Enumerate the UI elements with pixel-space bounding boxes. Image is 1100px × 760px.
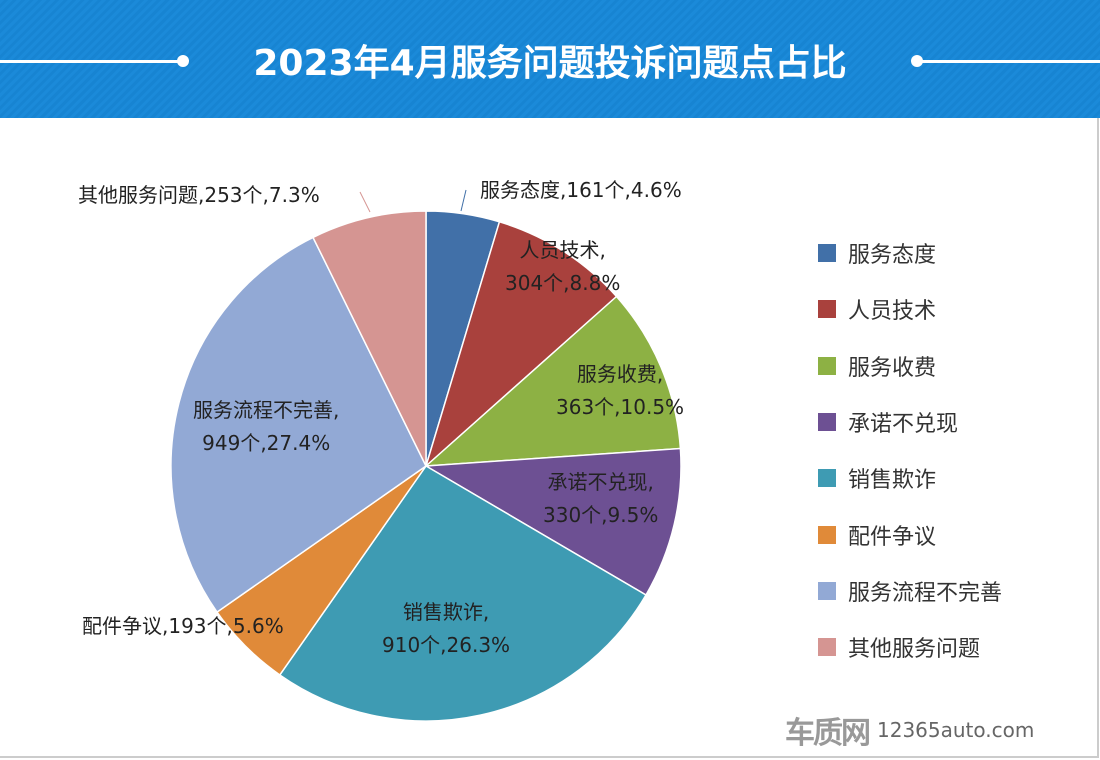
data-label-0: 服务态度,161个,4.6% <box>480 178 682 202</box>
legend-swatch <box>818 244 836 263</box>
legend-label: 服务流程不完善 <box>848 580 1003 606</box>
chart-title: 2023年4月服务问题投诉问题点占比 <box>253 43 847 84</box>
pie-slice-7 <box>312 210 427 467</box>
legend-label: 其他服务问题 <box>848 637 981 663</box>
legend-item-7: 其他服务问题 <box>818 619 1002 675</box>
legend-item-6: 服务流程不完善 <box>818 563 1002 619</box>
data-label-4-name: 销售欺诈, <box>402 600 490 624</box>
data-label-6-value: 949个,27.4% <box>202 431 331 455</box>
pie-slice-3 <box>423 447 682 596</box>
banner-dot-right <box>911 55 923 67</box>
legend-label: 销售欺诈 <box>848 468 937 494</box>
legend-item-2: 服务收费 <box>818 338 1002 394</box>
legend-swatch <box>818 581 836 600</box>
legend-label: 人员技术 <box>848 299 937 325</box>
legend-swatch <box>818 413 836 432</box>
legend-label: 服务态度 <box>848 243 937 269</box>
data-label-5: 配件争议,193个,5.6% <box>82 614 284 638</box>
legend-item-3: 承诺不兑现 <box>818 394 1002 450</box>
data-label-2-value: 363个,10.5% <box>556 395 685 419</box>
legend-item-5: 配件争议 <box>818 506 1002 562</box>
watermark-logo: 车质网 <box>785 716 871 751</box>
data-label-6-name: 服务流程不完善, <box>193 398 340 422</box>
legend-label: 服务收费 <box>848 355 937 381</box>
data-label-1-value: 304个,8.8% <box>505 271 621 295</box>
data-label-3-value: 330个,9.5% <box>543 503 659 527</box>
data-label-6: 服务流程不完善, 949个,27.4% <box>193 394 339 460</box>
data-label-4-value: 910个,26.3% <box>382 633 511 657</box>
pie-slice-2 <box>423 295 682 467</box>
banner-dot-left <box>177 55 189 67</box>
watermark: 车质网 12365auto.com <box>785 708 1034 752</box>
data-label-3-name: 承诺不兑现, <box>547 470 654 494</box>
data-label-2-name: 服务收费, <box>576 362 664 386</box>
data-label-4: 销售欺诈, 910个,26.3% <box>382 596 510 662</box>
legend-label: 配件争议 <box>848 524 937 550</box>
data-label-7: 其他服务问题,253个,7.3% <box>78 183 320 207</box>
data-label-1: 人员技术, 304个,8.8% <box>505 234 620 300</box>
legend-item-1: 人员技术 <box>818 281 1002 337</box>
legend: 服务态度人员技术服务收费承诺不兑现销售欺诈配件争议服务流程不完善 其他服务问题 <box>818 225 1002 675</box>
legend-item-0: 服务态度 <box>818 225 1002 281</box>
leader-line-0 <box>460 189 467 212</box>
chart-frame <box>0 118 1099 758</box>
leader-line-7 <box>359 191 371 213</box>
legend-swatch <box>818 300 836 319</box>
data-label-1-name: 人员技术, <box>519 238 606 262</box>
legend-swatch <box>818 356 836 375</box>
legend-swatch <box>818 469 836 488</box>
title-banner: 2023年4月服务问题投诉问题点占比 <box>0 0 1100 118</box>
pie-slice-1 <box>424 220 618 469</box>
banner-line-right <box>920 60 1100 63</box>
pie-slice-4 <box>278 465 648 722</box>
data-label-2: 服务收费, 363个,10.5% <box>556 358 684 424</box>
watermark-url: 12365auto.com <box>877 718 1035 742</box>
legend-swatch <box>818 525 836 544</box>
data-label-3: 承诺不兑现, 330个,9.5% <box>543 466 658 532</box>
banner-line-left <box>0 60 180 63</box>
pie-slice-6 <box>170 236 427 614</box>
legend-label: 承诺不兑现 <box>848 412 959 438</box>
legend-item-4: 销售欺诈 <box>818 450 1002 506</box>
legend-swatch <box>818 638 836 657</box>
